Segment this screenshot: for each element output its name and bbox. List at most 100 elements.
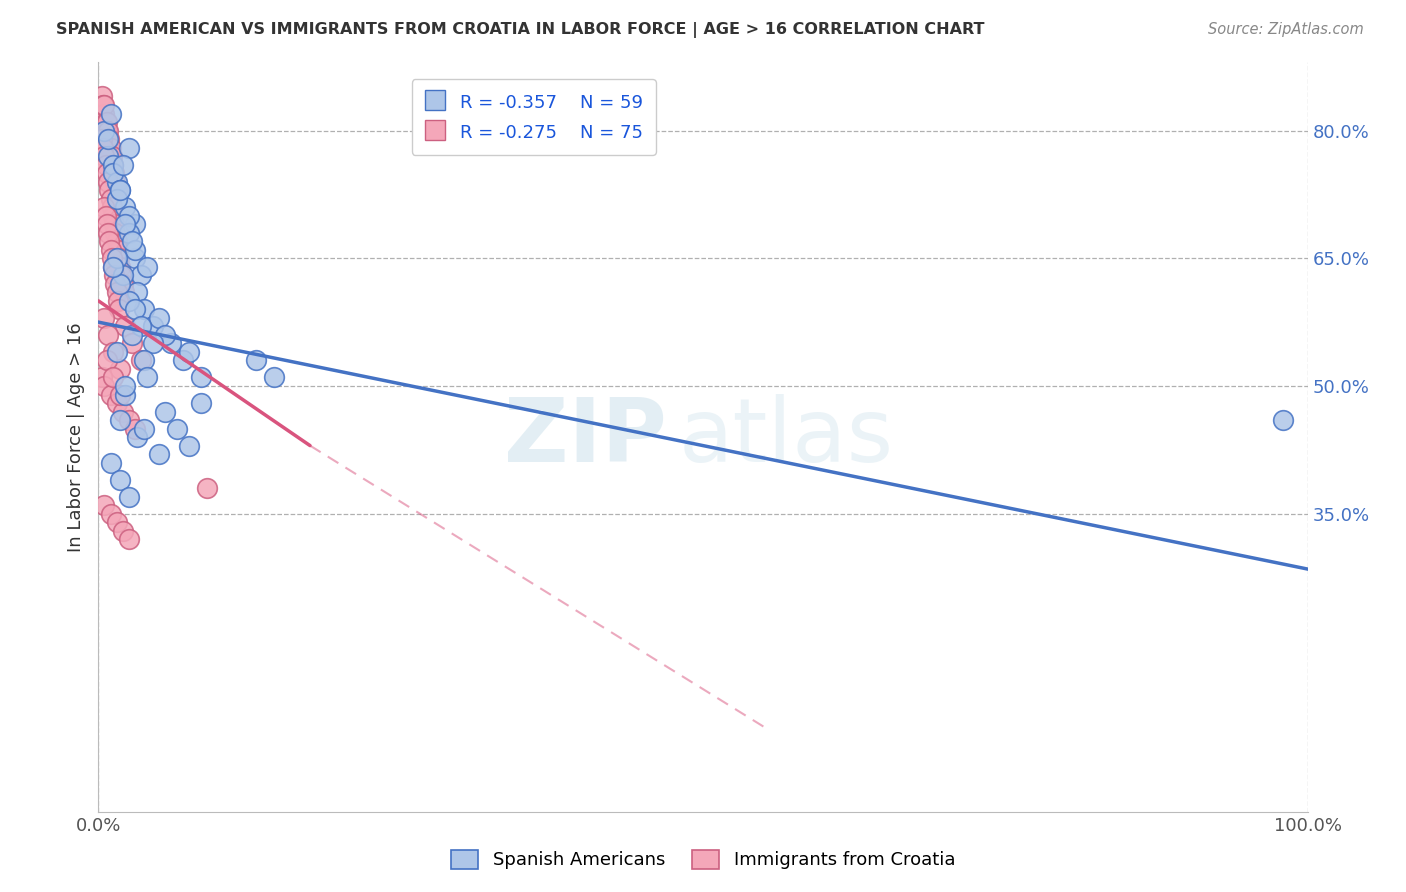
Point <box>105 192 128 206</box>
Point <box>101 166 124 180</box>
Text: Source: ZipAtlas.com: Source: ZipAtlas.com <box>1208 22 1364 37</box>
Point <box>101 260 124 274</box>
Point <box>105 183 128 197</box>
Point <box>160 336 183 351</box>
Point <box>101 209 124 223</box>
Point <box>121 327 143 342</box>
Point <box>93 106 115 120</box>
Point <box>103 217 125 231</box>
Point <box>93 149 115 163</box>
Point <box>121 336 143 351</box>
Point <box>104 175 127 189</box>
Point <box>100 252 122 266</box>
Point <box>124 421 146 435</box>
Point <box>108 260 131 274</box>
Point <box>100 106 122 120</box>
Point <box>105 345 128 359</box>
Point <box>91 89 114 103</box>
Point <box>104 226 127 240</box>
Point <box>108 302 131 317</box>
Point <box>263 370 285 384</box>
Point <box>124 252 146 266</box>
Point <box>111 158 134 172</box>
Point <box>124 243 146 257</box>
Point <box>93 498 115 512</box>
Point <box>134 302 156 317</box>
Point <box>118 140 141 154</box>
Point <box>127 285 149 300</box>
Point <box>142 319 165 334</box>
Point <box>97 123 120 137</box>
Point <box>118 209 141 223</box>
Point <box>129 353 152 368</box>
Point <box>100 456 122 470</box>
Point <box>93 200 115 214</box>
Point <box>94 158 117 172</box>
Point <box>101 158 124 172</box>
Point <box>91 132 114 146</box>
Point <box>101 158 124 172</box>
Point <box>100 200 122 214</box>
Point <box>135 260 157 274</box>
Point <box>127 430 149 444</box>
Point <box>108 387 131 401</box>
Point <box>94 115 117 129</box>
Text: SPANISH AMERICAN VS IMMIGRANTS FROM CROATIA IN LABOR FORCE | AGE > 16 CORRELATIO: SPANISH AMERICAN VS IMMIGRANTS FROM CROA… <box>56 22 984 38</box>
Point <box>98 234 121 248</box>
Point <box>142 336 165 351</box>
Point <box>108 183 131 197</box>
Point <box>96 115 118 129</box>
Point <box>190 370 212 384</box>
Point <box>98 183 121 197</box>
Point <box>108 413 131 427</box>
Point <box>105 252 128 266</box>
Point <box>124 217 146 231</box>
Point <box>105 175 128 189</box>
Point <box>166 421 188 435</box>
Point <box>97 327 120 342</box>
Point <box>101 260 124 274</box>
Point <box>124 302 146 317</box>
Point <box>100 158 122 172</box>
Point <box>98 132 121 146</box>
Point <box>148 447 170 461</box>
Point <box>105 515 128 529</box>
Point <box>101 370 124 384</box>
Point <box>91 140 114 154</box>
Point <box>108 252 131 266</box>
Point <box>97 132 120 146</box>
Point <box>245 353 267 368</box>
Point <box>91 370 114 384</box>
Text: ZIP: ZIP <box>503 393 666 481</box>
Point <box>93 310 115 325</box>
Point <box>112 285 135 300</box>
Point <box>108 277 131 291</box>
Point <box>118 490 141 504</box>
Point <box>100 140 122 154</box>
Point <box>100 387 122 401</box>
Point <box>93 123 115 137</box>
Point <box>134 421 156 435</box>
Point <box>134 353 156 368</box>
Point <box>172 353 194 368</box>
Point <box>129 268 152 283</box>
Point <box>195 481 218 495</box>
Point <box>103 268 125 283</box>
Point <box>153 404 176 418</box>
Point <box>118 293 141 308</box>
Point <box>111 277 134 291</box>
Point <box>118 413 141 427</box>
Point <box>96 123 118 137</box>
Point <box>111 268 134 283</box>
Point <box>100 149 122 163</box>
Point <box>107 293 129 308</box>
Point <box>103 166 125 180</box>
Point <box>100 243 122 257</box>
Point <box>179 345 201 359</box>
Point <box>108 183 131 197</box>
Point <box>148 310 170 325</box>
Point <box>97 132 120 146</box>
Point <box>108 473 131 487</box>
Point <box>100 507 122 521</box>
Point <box>107 243 129 257</box>
